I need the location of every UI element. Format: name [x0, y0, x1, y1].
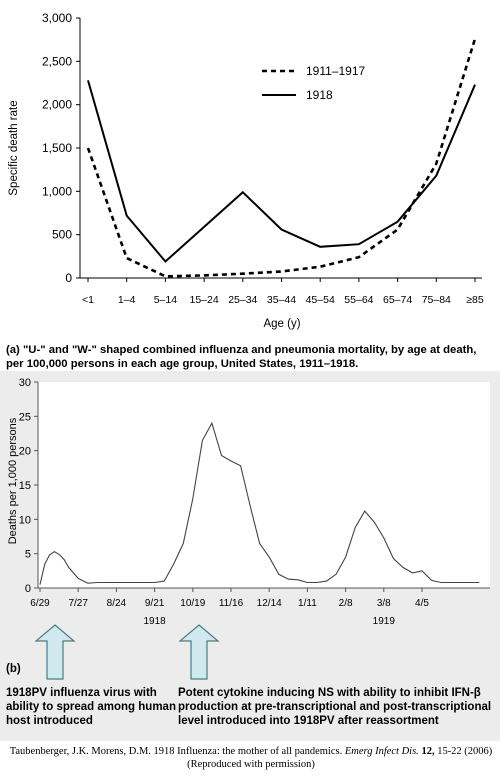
- y-axis-label-a: Specific death rate: [8, 100, 20, 195]
- citation-pages: 15-22 (2006) (Reproduced with permission…: [187, 746, 493, 770]
- legend-label-1911-1917: 1911–1917: [306, 64, 366, 78]
- y-tick-label-a: 3,000: [42, 11, 72, 25]
- axes-b: 0 5 10 15 20 25 30 6/29 7/27 8/24 9/21 10/19 11/16 12…: [19, 377, 490, 627]
- x-tick-label-b: 6/29: [30, 598, 50, 609]
- y-tick-label-b: 20: [19, 446, 31, 458]
- citation-volume: 12,: [421, 746, 435, 757]
- x-tick-label-a: 45–54: [306, 294, 335, 306]
- year-label-b: 1918: [143, 616, 166, 627]
- panel-b-label: (b): [6, 663, 21, 675]
- citation-authors: Taubenberger, J.K. Morens, D.M. 1918 Inf…: [9, 746, 343, 757]
- y-tick-label-b: 25: [19, 411, 31, 423]
- x-tick-label-b: 12/14: [257, 598, 282, 609]
- age-mortality-chart: 0 500 1,000 1,500 2,000 2,500 3,000 <1 1–4 5–14 15…: [8, 11, 484, 330]
- annotation-arrows: [34, 624, 220, 680]
- y-tick-label-b: 30: [19, 377, 31, 389]
- annotation-text-cytokine: Potent cytokine inducing NS with ability…: [178, 687, 492, 727]
- y-tick-label-a: 1,500: [42, 141, 72, 155]
- x-tick-label-b: 2/8: [339, 598, 353, 609]
- x-tick-label-b: 7/27: [68, 598, 88, 609]
- citation: Taubenberger, J.K. Morens, D.M. 1918 Inf…: [6, 745, 496, 771]
- x-tick-label-a: 15–24: [189, 294, 218, 306]
- x-tick-label-b: 11/16: [219, 598, 244, 609]
- x-tick-label-a: 55–64: [344, 294, 373, 306]
- x-tick-label-a: 25–34: [228, 294, 257, 306]
- series-line-1918: [87, 80, 476, 263]
- x-tick-label-b: 4/5: [415, 598, 429, 609]
- arrow-cytokine-icon: [178, 624, 220, 680]
- weekly-death-rate-line: [39, 421, 480, 585]
- y-tick-label-b: 15: [19, 480, 31, 492]
- y-tick-label-a: 1,000: [42, 184, 72, 198]
- x-tick-label-b: 9/21: [145, 598, 165, 609]
- x-tick-label-a: ≥85: [466, 294, 484, 306]
- x-tick-label-b: 3/8: [377, 598, 391, 609]
- caption-a: (a) "U-" and "W-" shaped combined influe…: [6, 344, 477, 370]
- series-line-1911-1917: [86, 38, 477, 278]
- citation-journal: Emerg Infect Dis.: [344, 746, 419, 757]
- y-tick-label-a: 2,500: [42, 54, 72, 68]
- x-tick-label-a: 1–4: [118, 294, 136, 306]
- y-tick-label-b: 10: [19, 514, 31, 526]
- x-tick-label-a: 65–74: [383, 294, 412, 306]
- y-tick-label-b: 5: [25, 549, 31, 561]
- y-tick-label-a: 500: [52, 228, 72, 242]
- arrow-1918pv-icon: [34, 624, 76, 680]
- series-line-b: [39, 421, 480, 585]
- y-axis-label-b: Deaths per 1,000 persons: [7, 417, 19, 544]
- x-tick-label-a: <1: [82, 294, 94, 306]
- y-tick-label-a: 0: [65, 271, 72, 285]
- plot-area-b: [38, 382, 490, 588]
- x-axis-label-a: Age (y): [263, 318, 300, 330]
- year-label-b: 1919: [373, 616, 396, 627]
- series-lines-a: [86, 38, 477, 278]
- legend-a: 1911–1917 1918: [262, 64, 366, 102]
- x-tick-label-b: 8/24: [107, 598, 127, 609]
- y-tick-label-b: 0: [25, 583, 31, 595]
- x-tick-label-a: 75–84: [422, 294, 451, 306]
- axes-a: 0 500 1,000 1,500 2,000 2,500 3,000 <1 1–4 5–14 15…: [42, 11, 484, 306]
- x-tick-label-a: 5–14: [154, 294, 178, 306]
- legend-label-1918: 1918: [306, 88, 333, 102]
- x-tick-label-b: 10/19: [180, 598, 205, 609]
- x-tick-label-b: 1/11: [298, 598, 317, 609]
- weekly-deaths-chart: 0 5 10 15 20 25 30 6/29 7/27 8/24 9/21 10/19 11/16 12…: [6, 377, 490, 680]
- annotation-text-1918pv: 1918PV influenza virus with ability to s…: [6, 687, 176, 727]
- y-tick-label-a: 2,000: [42, 98, 72, 112]
- x-tick-label-a: 35–44: [267, 294, 296, 306]
